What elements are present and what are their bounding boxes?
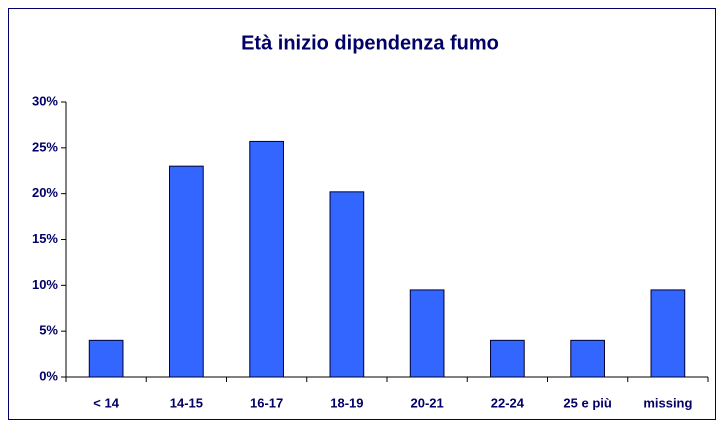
- bar: [570, 339, 605, 378]
- bar: [169, 165, 204, 378]
- x-tick-label: 16-17: [250, 395, 283, 410]
- x-tick-label: missing: [643, 395, 692, 410]
- x-tick-label: 18-19: [330, 395, 363, 410]
- x-tick-label: < 14: [93, 395, 119, 410]
- chart-title: Età inizio dipendenza fumo: [241, 32, 499, 54]
- x-tick-label: 25 e più: [563, 395, 611, 410]
- y-tick-label: 15%: [32, 231, 58, 246]
- bar: [249, 140, 284, 378]
- y-tick-label: 20%: [32, 185, 58, 200]
- y-tick-label: 30%: [32, 93, 58, 108]
- y-tick-label: 10%: [32, 277, 58, 292]
- x-tick-label: 14-15: [170, 395, 203, 410]
- bar: [88, 339, 124, 378]
- bar: [490, 339, 525, 378]
- bar: [650, 289, 686, 378]
- x-tick-label: 20-21: [411, 395, 444, 410]
- bar: [329, 191, 365, 378]
- y-tick-label: 0%: [39, 368, 58, 383]
- y-tick-label: 5%: [39, 323, 58, 338]
- y-tick-label: 25%: [32, 139, 58, 154]
- bar: [409, 289, 445, 378]
- x-tick-label: 22-24: [491, 395, 525, 410]
